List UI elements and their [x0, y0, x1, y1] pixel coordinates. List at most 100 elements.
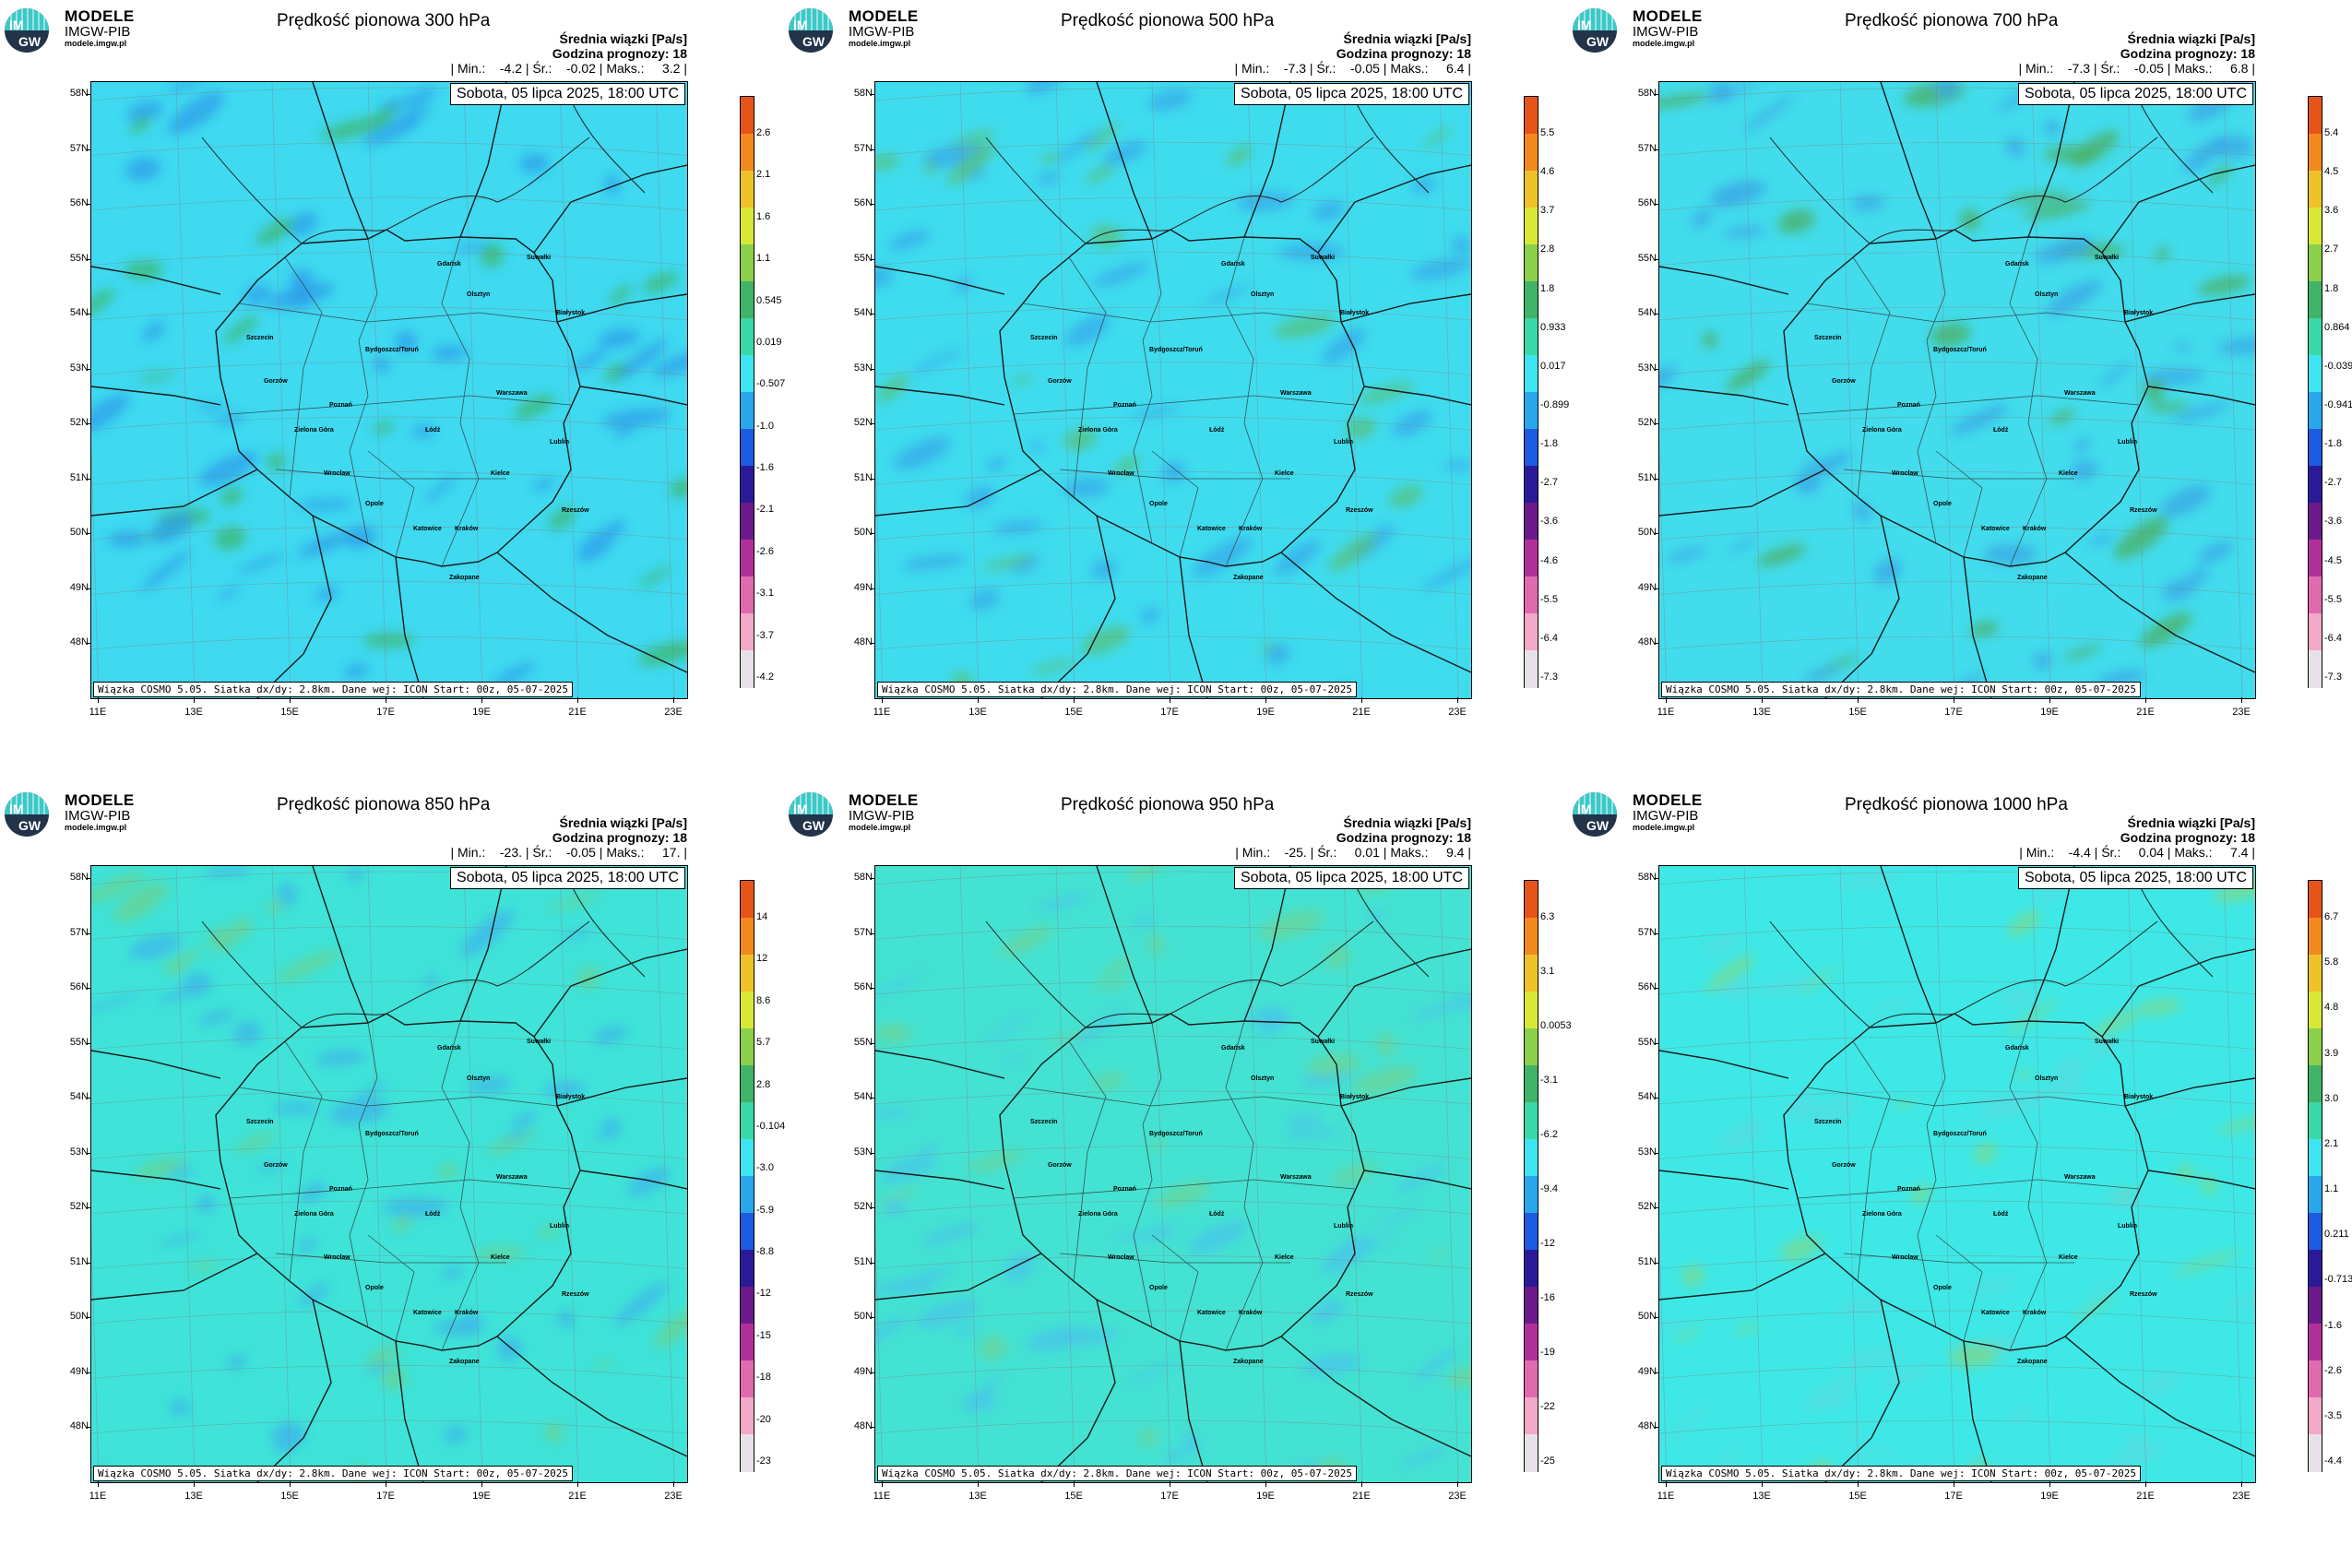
field-patch — [277, 949, 340, 981]
parallel-line — [1659, 1200, 2255, 1215]
field-patch — [1717, 1120, 1764, 1151]
lat-tick — [87, 94, 91, 95]
lat-tick — [87, 1372, 91, 1373]
color-scale-segment — [2309, 1250, 2322, 1288]
color-scale-label: -1.0 — [756, 420, 774, 432]
city-label: Łódź — [1993, 427, 2009, 434]
field-patch — [1967, 1277, 2017, 1296]
color-scale-label: 2.1 — [756, 169, 771, 181]
city-label: Olsztyn — [467, 291, 491, 298]
meridian-line — [655, 82, 675, 698]
city-label: Warszawa — [496, 390, 528, 397]
field-patch — [2035, 236, 2093, 264]
logo-url: modele.imgw.pl — [849, 823, 911, 832]
field-patch — [1411, 176, 1436, 195]
lon-tick — [1762, 697, 1763, 703]
field-patch — [598, 328, 640, 349]
field-patch — [1283, 1128, 1341, 1137]
color-scale-segment — [741, 429, 754, 467]
field-patch — [1930, 323, 1971, 347]
logo-org: IMGW-PIB — [1633, 24, 1699, 40]
lat-tick — [1655, 932, 1659, 934]
parallel-line — [875, 196, 1471, 211]
city-label: Warszawa — [496, 1174, 528, 1181]
lon-label: 23E — [2232, 1491, 2251, 1502]
field-patch — [1039, 152, 1060, 165]
field-patch — [149, 513, 193, 544]
city-label: Opole — [1933, 1285, 1952, 1291]
field-patch — [1751, 1171, 1776, 1190]
field-patch — [1204, 284, 1251, 305]
field-patch — [1779, 1236, 1822, 1261]
lat-tick — [871, 1427, 875, 1428]
lon-tick — [978, 697, 979, 703]
color-scale-label: -12 — [756, 1288, 771, 1300]
field-patch — [1950, 405, 2009, 435]
meridian-line — [1151, 866, 1171, 1482]
city-label: Rzeszów — [562, 1291, 589, 1298]
logo-badge-top: IM — [1577, 802, 1592, 816]
field-patch — [1352, 1066, 1418, 1095]
coastline — [201, 884, 646, 1028]
field-patch — [2107, 1444, 2168, 1470]
map-panel: IM GW MODELE IMGW-PIB modele.imgw.pl Prę… — [1568, 784, 2352, 1568]
city-label: Katowice — [413, 1310, 442, 1316]
field-patch — [2139, 1371, 2180, 1396]
color-scale-label: 0.864 — [2324, 321, 2350, 333]
logo-title: MODELE — [1633, 7, 1703, 25]
field-patch — [1447, 1367, 1471, 1387]
color-scale-segment — [1525, 281, 1538, 319]
city-label: Gorzów — [1048, 378, 1072, 385]
lat-label: 53N — [853, 1146, 873, 1158]
field-patch — [1085, 123, 1120, 153]
field-patch — [609, 284, 633, 304]
field-patch — [1667, 546, 1707, 563]
color-scale-segment — [2309, 1102, 2322, 1140]
panel-title: Prędkość pionowa 950 hPa — [1061, 795, 1275, 814]
field-patch — [518, 153, 550, 173]
lat-tick — [87, 1262, 91, 1264]
field-patch — [2088, 534, 2115, 546]
stats-line: | Min.: -23. | Śr.: -0.05 | Maks.: 17. | — [450, 845, 687, 860]
color-scale — [740, 880, 754, 1472]
field-patch — [2144, 368, 2204, 386]
meridian-line — [1151, 82, 1171, 698]
field-patch — [213, 414, 246, 424]
color-scale-segment — [1525, 650, 1538, 688]
voivodeship-borders — [1797, 1020, 2140, 1351]
field-patch — [394, 106, 433, 124]
color-scale-segment — [741, 171, 754, 208]
field-patch — [1113, 456, 1140, 476]
voivodeship-borders — [1013, 1020, 1356, 1351]
model-footer: Wiązka COSMO 5.05. Siatka dx/dy: 2.8km. … — [1661, 682, 2141, 697]
field-patch — [468, 1076, 512, 1094]
color-scale-segment — [1525, 1065, 1538, 1103]
lon-label: 23E — [1448, 707, 1467, 718]
parallel-line — [1659, 980, 2255, 995]
lat-tick — [1655, 1262, 1659, 1264]
city-label: Łódź — [1209, 427, 1225, 434]
meridian-line — [271, 866, 291, 1482]
city-label: Poznań — [329, 402, 352, 409]
field-patch — [613, 1281, 669, 1327]
logo-badge-bottom: GW — [802, 34, 826, 49]
field-patch — [298, 1237, 316, 1253]
lat-tick — [87, 643, 91, 644]
field-patch — [1709, 82, 1734, 102]
logo-url: modele.imgw.pl — [1633, 823, 1695, 832]
field-patch — [1451, 994, 1471, 1009]
field-patch — [235, 1133, 276, 1152]
meridian-line — [875, 1226, 884, 1482]
field-patch — [670, 478, 687, 498]
field-patch — [2198, 275, 2251, 295]
field-patch — [1258, 910, 1324, 940]
lat-label: 51N — [1637, 471, 1657, 483]
lon-tick — [1858, 697, 1859, 703]
field-patch — [1307, 1053, 1361, 1076]
field-patch — [1944, 1117, 1988, 1146]
field-patch — [1029, 659, 1077, 674]
logo-title: MODELE — [65, 791, 135, 809]
field-patch — [204, 866, 254, 877]
imgw-logo-icon: IM GW — [789, 792, 833, 837]
color-scale-segment — [2309, 318, 2322, 356]
